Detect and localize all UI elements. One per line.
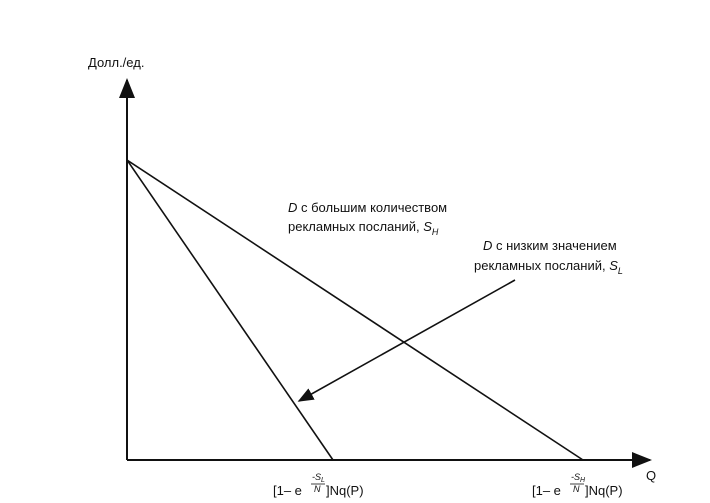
curve-label: D с большим количеством <box>288 200 447 215</box>
text-part: S <box>609 258 618 273</box>
exponent: -SL <box>312 472 325 484</box>
text-part: L <box>321 477 325 484</box>
exponent: -SH <box>571 472 586 484</box>
denominator: N <box>573 484 580 494</box>
text-part: H <box>580 477 586 484</box>
formula: [1– e <box>532 483 561 498</box>
text-part: с низким значением <box>492 238 616 253</box>
formula: ]Nq(P) <box>326 483 364 498</box>
text-part: -S <box>571 472 580 482</box>
text-part: с большим количеством <box>297 200 447 215</box>
intercept-label: [1– e -SL N ]Nq(P) <box>273 472 364 498</box>
y-axis-label: Долл./ед. <box>88 55 144 70</box>
text-part: H <box>432 227 439 237</box>
demand-low <box>126 159 334 461</box>
text-part: L <box>618 266 623 276</box>
curve-label: рекламных посланий, SL <box>474 258 623 276</box>
text-part: D <box>288 200 297 215</box>
text-part: рекламных посланий, <box>474 258 609 273</box>
demand-high <box>126 159 584 461</box>
denominator: N <box>314 484 321 494</box>
formula: [1– e <box>273 483 302 498</box>
intercept-label: [1– e -SH N ]Nq(P) <box>532 472 623 498</box>
text-part: -S <box>312 472 321 482</box>
text-part: S <box>423 219 432 234</box>
text-part: D <box>483 238 492 253</box>
curve-label: D с низким значением <box>483 238 617 253</box>
text-part: рекламных посланий, <box>288 219 423 234</box>
formula: ]Nq(P) <box>585 483 623 498</box>
x-axis-label: Q <box>646 468 656 483</box>
pointer-arrow <box>297 279 516 402</box>
curve-label: рекламных посланий, SH <box>288 219 439 237</box>
